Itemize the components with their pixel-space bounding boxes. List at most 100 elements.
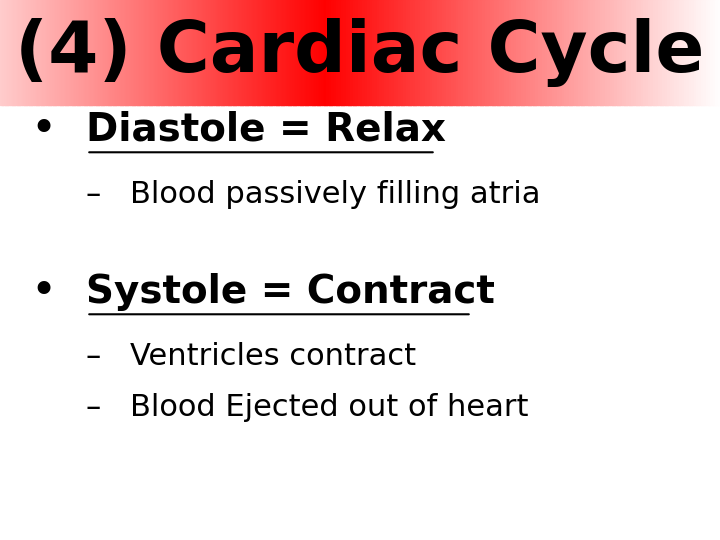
Bar [50,0,53,105]
Bar [310,0,312,105]
Bar [636,0,639,105]
Bar [480,0,483,105]
Bar [187,0,190,105]
Bar [29,0,32,105]
Bar [197,0,200,105]
Bar [708,0,711,105]
Bar [45,0,49,105]
Bar [585,0,589,105]
Bar [603,0,606,105]
Bar [401,0,404,105]
Bar [641,0,644,105]
Bar [660,0,663,105]
Bar [612,0,615,105]
Bar [120,0,123,105]
Bar [682,0,685,105]
Bar [595,0,598,105]
Bar [223,0,226,105]
Bar [331,0,334,105]
Bar [19,0,22,105]
Bar [403,0,406,105]
Bar [137,0,140,105]
Bar [113,0,116,105]
Bar [619,0,622,105]
Bar [322,0,325,105]
Bar [377,0,380,105]
Bar [670,0,672,105]
Bar [9,0,13,105]
Bar [427,0,431,105]
Bar [173,0,176,105]
Bar [598,0,600,105]
Bar [60,0,63,105]
Text: –: – [86,180,102,209]
Bar [358,0,361,105]
Bar [163,0,166,105]
Bar [360,0,363,105]
Bar [271,0,274,105]
Bar [122,0,125,105]
Bar [477,0,481,105]
Bar [149,0,152,105]
Bar [346,0,348,105]
Bar [74,0,78,105]
Bar [545,0,548,105]
Bar [315,0,318,105]
Bar [182,0,186,105]
Bar [36,0,39,105]
Bar [516,0,519,105]
Bar [218,0,222,105]
Bar [495,0,498,105]
Bar [300,0,303,105]
Bar [180,0,183,105]
Bar [413,0,416,105]
Bar [698,0,701,105]
Bar [24,0,27,105]
Bar [132,0,135,105]
Bar [535,0,539,105]
Bar [547,0,550,105]
Bar [369,0,373,105]
Bar [84,0,87,105]
Bar [295,0,298,105]
Bar [185,0,188,105]
Bar [624,0,627,105]
Bar [718,0,720,105]
Bar [396,0,399,105]
Bar [667,0,670,105]
Bar [238,0,240,105]
Bar [389,0,392,105]
Bar [156,0,159,105]
Bar [146,0,150,105]
Bar [677,0,680,105]
Bar [243,0,246,105]
Bar [240,0,243,105]
Bar [22,0,24,105]
Bar [418,0,420,105]
Bar [257,0,260,105]
Bar [528,0,531,105]
Bar [274,0,276,105]
Bar [283,0,287,105]
Bar [209,0,212,105]
Bar [631,0,634,105]
Bar [430,0,433,105]
Bar [499,0,503,105]
Bar [290,0,294,105]
Bar [574,0,577,105]
Bar [437,0,440,105]
Bar [567,0,570,105]
Bar [70,0,73,105]
Bar [415,0,418,105]
Bar [384,0,387,105]
Bar [252,0,255,105]
Bar [449,0,452,105]
Bar [374,0,377,105]
Bar [425,0,428,105]
Bar [48,0,51,105]
Bar [653,0,656,105]
Bar [101,0,104,105]
Bar [423,0,426,105]
Bar [127,0,130,105]
Bar [117,0,121,105]
